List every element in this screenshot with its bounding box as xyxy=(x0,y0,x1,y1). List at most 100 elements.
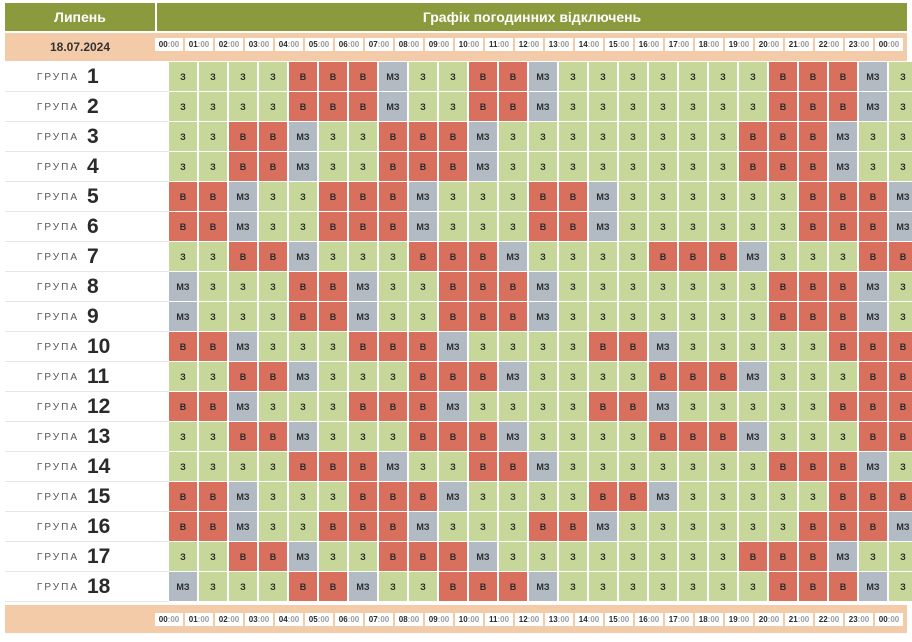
schedule-cell: МЗ xyxy=(289,362,317,391)
schedule-cell: В xyxy=(799,272,827,301)
header-hour-tick: 09:00 xyxy=(425,38,453,51)
schedule-cell: В xyxy=(709,422,737,451)
schedule-cell: В xyxy=(469,92,497,121)
schedule-cell: В xyxy=(319,92,347,121)
schedule-cell: В xyxy=(859,362,887,391)
schedule-cell: В xyxy=(289,302,317,331)
schedule-cell: МЗ xyxy=(859,302,887,331)
schedule-cell: В xyxy=(589,392,617,421)
schedule-cell: З xyxy=(589,242,617,271)
schedule-cell: В xyxy=(379,122,407,151)
schedule-cell: В xyxy=(409,152,437,181)
minute-label: :00 xyxy=(437,40,450,49)
schedule-cell: В xyxy=(499,62,527,91)
schedule-cell: МЗ xyxy=(379,452,407,481)
schedule-cell: З xyxy=(409,92,437,121)
schedule-cell: З xyxy=(319,122,347,151)
schedule-cell: З xyxy=(529,422,557,451)
schedule-cell: З xyxy=(319,332,347,361)
schedule-cell: В xyxy=(169,182,197,211)
schedule-cell: З xyxy=(469,392,497,421)
row-divider xyxy=(5,271,169,272)
schedule-cell: В xyxy=(409,542,437,571)
schedule-cell: В xyxy=(289,572,317,601)
group-label: ГРУПА 3 xyxy=(5,122,169,152)
hour-label: 13 xyxy=(548,615,558,624)
schedule-cell: В xyxy=(859,422,887,451)
schedule-cell: З xyxy=(739,452,767,481)
schedule-cell: МЗ xyxy=(289,422,317,451)
schedule-cell: В xyxy=(409,332,437,361)
schedule-cell: В xyxy=(199,392,227,421)
header-hour-tick: 12:00 xyxy=(515,38,543,51)
group-label: ГРУПА 4 xyxy=(5,152,169,182)
schedule-cell: В xyxy=(199,182,227,211)
footer-hour-tick: 16:00 xyxy=(635,613,663,626)
schedule-cell: МЗ xyxy=(499,422,527,451)
schedule-cell: В xyxy=(769,272,797,301)
schedule-cell: В xyxy=(829,482,857,511)
schedule-cell: МЗ xyxy=(589,512,617,541)
schedule-cell: МЗ xyxy=(529,302,557,331)
schedule-cell: В xyxy=(829,512,857,541)
schedule-cell: МЗ xyxy=(499,362,527,391)
schedule-cell: З xyxy=(709,62,737,91)
hour-label: 22 xyxy=(818,40,828,49)
schedule-cell: З xyxy=(649,182,677,211)
schedule-cell: В xyxy=(319,212,347,241)
schedule-cell: В xyxy=(829,92,857,121)
schedule-cell: В xyxy=(469,422,497,451)
hour-label: 16 xyxy=(638,40,648,49)
schedule-cell: В xyxy=(679,242,707,271)
schedule-cell: З xyxy=(529,482,557,511)
schedule-cell: З xyxy=(379,572,407,601)
schedule-cell: В xyxy=(559,212,587,241)
schedule-cell: З xyxy=(829,362,857,391)
header-hour-tick: 14:00 xyxy=(575,38,603,51)
row-divider xyxy=(5,541,169,542)
hour-label: 14 xyxy=(578,40,588,49)
minute-label: :00 xyxy=(677,40,690,49)
hour-label: 19 xyxy=(728,40,738,49)
group-number: 6 xyxy=(87,215,99,238)
schedule-cell: З xyxy=(769,212,797,241)
schedule-cell: З xyxy=(289,392,317,421)
schedule-cell: З xyxy=(199,302,227,331)
schedule-cell: З xyxy=(799,332,827,361)
schedule-cell: З xyxy=(709,572,737,601)
minute-label: :00 xyxy=(767,40,780,49)
minute-label: :00 xyxy=(317,615,330,624)
schedule-cell: МЗ xyxy=(829,122,857,151)
schedule-cell: З xyxy=(439,92,467,121)
schedule-cell: В xyxy=(829,332,857,361)
schedule-cell: МЗ xyxy=(439,332,467,361)
schedule-cell: З xyxy=(619,452,647,481)
schedule-cell: З xyxy=(379,422,407,451)
schedule-cell: З xyxy=(409,62,437,91)
schedule-cell: З xyxy=(259,392,287,421)
schedule-cell: МЗ xyxy=(529,62,557,91)
schedule-cell: В xyxy=(409,482,437,511)
schedule-cell: В xyxy=(769,572,797,601)
schedule-cell: З xyxy=(589,452,617,481)
schedule-cell: В xyxy=(229,242,257,271)
schedule-cell: З xyxy=(559,302,587,331)
minute-label: :00 xyxy=(527,40,540,49)
schedule-cell: З xyxy=(199,62,227,91)
minute-label: :00 xyxy=(587,40,600,49)
schedule-cell: МЗ xyxy=(169,272,197,301)
schedule-cell: З xyxy=(499,332,527,361)
schedule-cell: З xyxy=(739,272,767,301)
schedule-cell: МЗ xyxy=(439,482,467,511)
row-divider xyxy=(5,301,169,302)
header-hour-tick: 23:00 xyxy=(845,38,873,51)
group-word: ГРУПА xyxy=(36,401,79,413)
schedule-cell: З xyxy=(499,182,527,211)
minute-label: :00 xyxy=(527,615,540,624)
schedule-cell: В xyxy=(349,512,377,541)
schedule-cell: В xyxy=(889,332,912,361)
schedule-cell: З xyxy=(649,272,677,301)
schedule-cell: В xyxy=(829,212,857,241)
schedule-cell: З xyxy=(709,452,737,481)
footer-hour-tick: 04:00 xyxy=(275,613,303,626)
